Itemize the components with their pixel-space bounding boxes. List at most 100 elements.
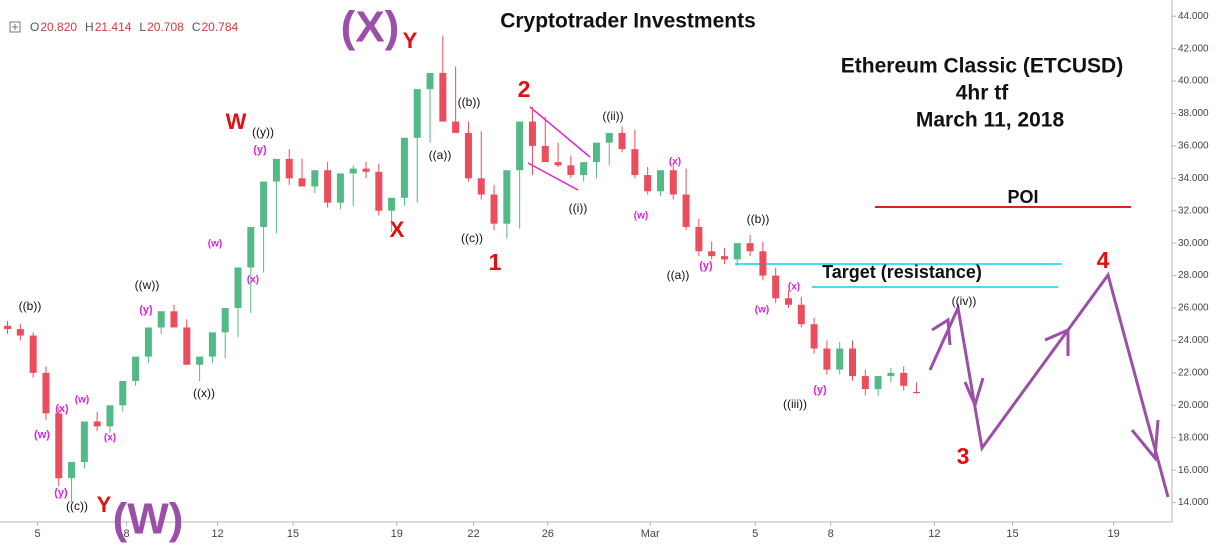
x-tick-label: 26 bbox=[542, 528, 554, 540]
candle-body bbox=[93, 421, 101, 427]
candle-body bbox=[605, 132, 613, 143]
x-tick-label: 22 bbox=[467, 528, 479, 540]
candle-body bbox=[29, 335, 37, 373]
candle-body bbox=[528, 121, 536, 146]
legend-label: C bbox=[192, 20, 201, 34]
y-tick-label: 44.000 bbox=[1178, 11, 1209, 22]
candle-body bbox=[80, 421, 88, 463]
y-tick-label: 26.000 bbox=[1178, 303, 1209, 314]
annotation: ((b)) bbox=[19, 299, 42, 313]
candle-body bbox=[477, 178, 485, 195]
candle-body bbox=[490, 194, 498, 224]
annotation: ((ii)) bbox=[602, 109, 623, 123]
arrow-head bbox=[963, 377, 985, 410]
annotation: Target (resistance) bbox=[822, 262, 982, 282]
candle-body bbox=[695, 226, 703, 252]
candle-body bbox=[362, 168, 370, 172]
subtitle: 4hr tf bbox=[956, 82, 1010, 105]
y-tick-label: 36.000 bbox=[1178, 141, 1209, 152]
annotation: (y) bbox=[139, 304, 153, 316]
annotation: Y bbox=[97, 492, 112, 517]
candle-body bbox=[68, 462, 76, 479]
candle-body bbox=[42, 372, 50, 414]
annotation: (y) bbox=[54, 487, 68, 499]
candle-body bbox=[157, 311, 165, 328]
arrow-head bbox=[1130, 419, 1160, 462]
y-tick-label: 16.000 bbox=[1178, 465, 1209, 476]
annotation: ((a)) bbox=[429, 148, 452, 162]
legend-value: 20.784 bbox=[201, 20, 238, 34]
candle-body bbox=[298, 178, 306, 187]
legend-value: 21.414 bbox=[95, 20, 132, 34]
candle-body bbox=[132, 356, 140, 381]
legend-label: H bbox=[85, 20, 94, 34]
candle-body bbox=[567, 165, 575, 176]
x-tick-label: 12 bbox=[928, 528, 940, 540]
candle-body bbox=[208, 332, 216, 357]
candle-body bbox=[285, 158, 293, 179]
annotation: ((y)) bbox=[252, 125, 274, 139]
legend-value: 20.708 bbox=[147, 20, 184, 34]
annotation: (w) bbox=[634, 211, 648, 222]
candle-body bbox=[759, 251, 767, 276]
annotation: W bbox=[226, 109, 247, 134]
y-tick-label: 28.000 bbox=[1178, 270, 1209, 281]
candle-body bbox=[336, 173, 344, 203]
arrow-head bbox=[931, 317, 952, 346]
legend-label: L bbox=[139, 20, 146, 34]
annotation: (w) bbox=[34, 429, 50, 441]
y-tick-label: 32.000 bbox=[1178, 205, 1209, 216]
annotation: (x) bbox=[669, 157, 681, 168]
y-tick-label: 14.000 bbox=[1178, 497, 1209, 508]
annotation: ((x)) bbox=[193, 386, 215, 400]
legend-icon[interactable] bbox=[9, 21, 21, 33]
annotation: (w) bbox=[208, 239, 222, 250]
annotation: POI bbox=[1007, 187, 1038, 207]
candle-body bbox=[797, 304, 805, 325]
subtitle: Ethereum Classic (ETCUSD) bbox=[841, 55, 1123, 78]
candle-body bbox=[413, 89, 421, 138]
candle-body bbox=[849, 348, 857, 377]
annotation: ((c)) bbox=[461, 231, 483, 245]
y-tick-label: 18.000 bbox=[1178, 432, 1209, 443]
candle-body bbox=[272, 158, 280, 182]
subtitle: March 11, 2018 bbox=[916, 109, 1065, 132]
candle-body bbox=[55, 413, 63, 479]
candle-body bbox=[260, 181, 268, 227]
annotation: X bbox=[390, 217, 405, 242]
candle-body bbox=[144, 327, 152, 357]
candle-body bbox=[644, 175, 652, 192]
x-tick-label: 19 bbox=[1108, 528, 1120, 540]
arrow-head bbox=[1044, 327, 1070, 356]
x-tick-label: 15 bbox=[287, 528, 299, 540]
candle-body bbox=[16, 329, 24, 336]
annotation: (W) bbox=[113, 495, 184, 544]
candle-body bbox=[618, 132, 626, 150]
candle-body bbox=[733, 243, 741, 260]
candle-body bbox=[324, 170, 332, 203]
candle-body bbox=[311, 170, 319, 187]
annotation: (w) bbox=[75, 395, 89, 406]
y-tick-label: 42.000 bbox=[1178, 43, 1209, 54]
candle-body bbox=[836, 348, 844, 370]
annotation: ((i)) bbox=[569, 201, 588, 215]
candle-body bbox=[541, 145, 549, 163]
x-tick-label: 19 bbox=[391, 528, 403, 540]
candle-body bbox=[900, 372, 908, 386]
candle-body bbox=[656, 170, 664, 192]
x-tick-label: 8 bbox=[124, 528, 130, 540]
annotation: (y) bbox=[813, 384, 827, 396]
candle-body bbox=[682, 194, 690, 227]
candle-body bbox=[772, 275, 780, 299]
annotation: (y) bbox=[253, 144, 267, 156]
x-tick-label: 15 bbox=[1006, 528, 1018, 540]
candle-body bbox=[810, 324, 818, 349]
annotation: ((b)) bbox=[458, 95, 481, 109]
candle-body bbox=[746, 243, 754, 252]
channel-line bbox=[529, 106, 591, 158]
projection bbox=[928, 271, 1170, 498]
annotation: 1 bbox=[489, 249, 502, 275]
candle-body bbox=[861, 376, 869, 390]
